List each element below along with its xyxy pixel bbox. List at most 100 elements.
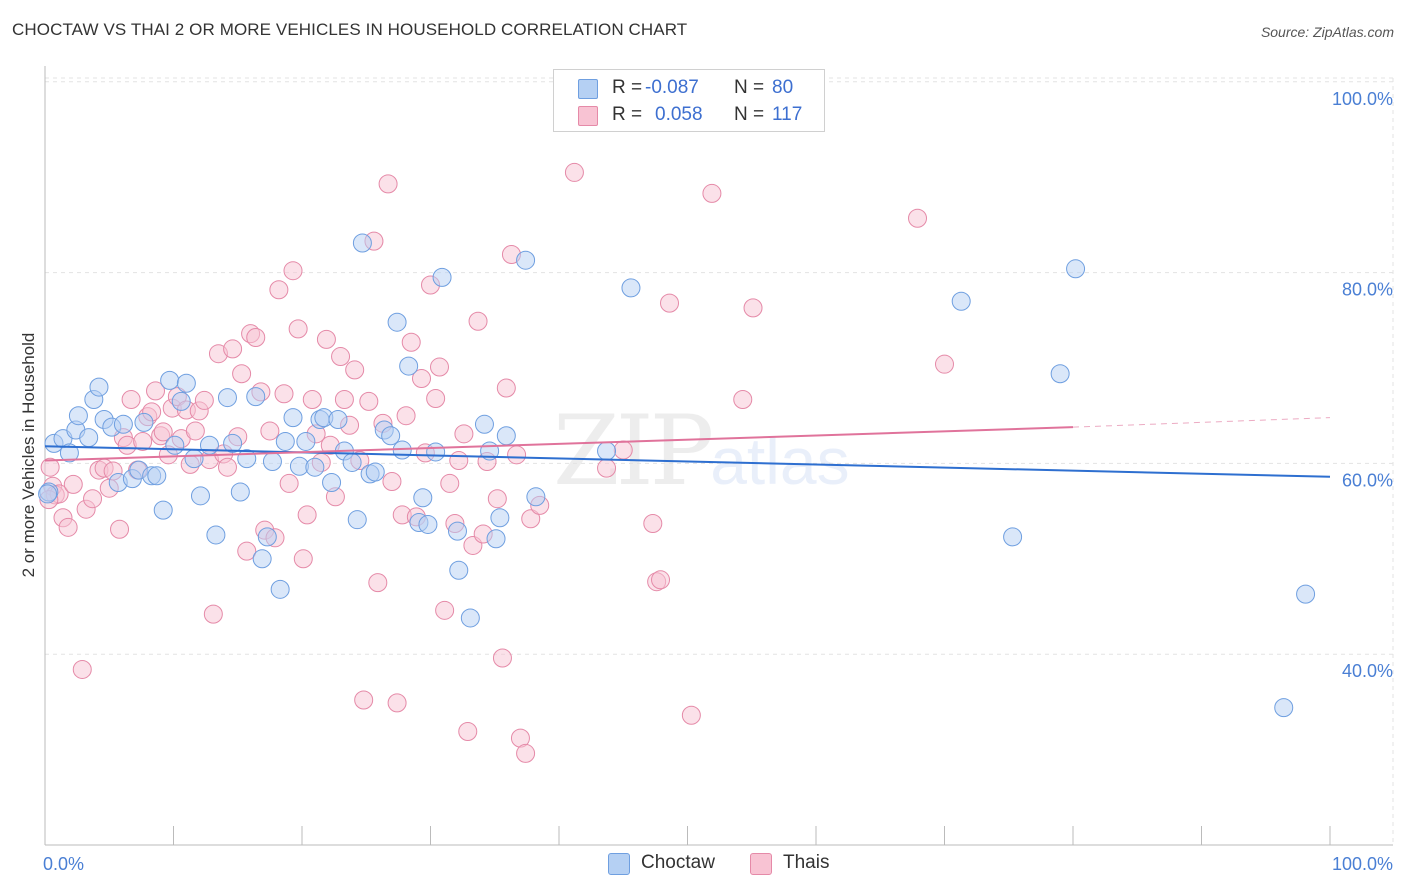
chart-title: CHOCTAW VS THAI 2 OR MORE VEHICLES IN HO… [12,20,688,39]
choctaw-point [134,412,154,432]
thais-point [458,721,478,741]
y-tick-label: 80.0% [1342,280,1393,300]
choctaw-point [347,510,367,530]
thais-point [269,280,289,300]
stats-box: R = -0.087 N = 80 R = 0.058 N = 117 [553,69,825,132]
thais-point [435,600,455,620]
thais-point [203,604,223,624]
thais-point [110,519,130,539]
thais-point [223,339,243,359]
y-axis-title: 2 or more Vehicles in Household [19,333,38,578]
thais-point [217,457,237,477]
choctaw-point [449,560,469,580]
thais-point [487,489,507,509]
thais-point [521,509,541,529]
thais-trend-extension [1072,417,1331,428]
choctaw-point [237,449,257,469]
legend-label: Choctaw [641,852,715,873]
choctaw-point [305,457,325,477]
choctaw-point [951,291,971,311]
thais-point [440,473,460,493]
thais-point [429,357,449,377]
thais-point [121,389,141,409]
tick-labels: 40.0% 60.0% 80.0% 100.0% 0.0% 100.0% [43,89,1393,874]
thais-point [382,472,402,492]
choctaw-point [426,442,446,462]
choctaw-swatch [578,79,598,99]
choctaw-point [38,484,58,504]
choctaw-point [621,278,641,298]
thais-point [597,458,617,478]
choctaw-point [516,250,536,270]
choctaw-point [322,472,342,492]
choctaw-point [432,267,452,287]
thais-point [146,381,166,401]
x-tick-label: 100.0% [1332,854,1393,874]
choctaw-point [252,549,272,569]
axes [44,66,1393,846]
thais-point [507,445,527,465]
thais-trend-line [44,426,1074,462]
thais-point [454,424,474,444]
choctaw-point [1003,527,1023,547]
choctaw-point [184,449,204,469]
choctaw-point [342,452,362,472]
choctaw-point [1066,259,1086,279]
choctaw-point [1050,364,1070,384]
thais-point [83,489,103,509]
thais-point [935,354,954,374]
thais-point [283,261,303,281]
choctaw-point [199,435,219,455]
thais-point [345,360,365,380]
choctaw-point [206,525,226,545]
thais-point [359,391,379,411]
thais-point [660,293,680,313]
thais-point [133,431,153,451]
choctaw-point [153,500,173,520]
thais-point [63,474,83,494]
watermark-zip: ZIP [553,395,714,507]
thais-point [651,570,671,590]
choctaw-point [262,451,282,471]
choctaw-point [270,579,290,599]
thais-point [396,406,416,426]
choctaw-point [147,466,167,486]
choctaw-point [59,443,79,463]
thais-point [468,311,488,331]
choctaw-point [171,391,191,411]
n-value: 117 [772,104,803,125]
choctaw-point [365,462,385,482]
choctaw-point [246,387,266,407]
thais-point [401,332,421,352]
choctaw-point [223,433,243,453]
thais-point [288,319,308,339]
choctaw-point [176,373,196,393]
thais-point [153,422,173,442]
source-label: Source: ZipAtlas.com [1260,24,1394,40]
choctaw-point [490,508,510,528]
choctaw-point [296,431,316,451]
choctaw-point [1296,584,1316,604]
x-tick-label: 0.0% [43,854,84,874]
thais-point [260,421,280,441]
thais-point [72,659,92,679]
choctaw-point [160,370,180,390]
thais-point [681,705,701,725]
thais-point [733,389,753,409]
thais-point [496,378,516,398]
y-tick-label: 60.0% [1342,470,1393,490]
r-value: -0.087 [645,77,699,98]
choctaw-point [486,529,506,549]
choctaw-point [526,487,546,507]
r-label: R = [612,77,643,98]
choctaw-point [230,482,250,502]
choctaw-point [597,441,617,461]
thais-point [274,384,294,404]
thais-point [331,347,351,367]
thais-point [316,329,336,349]
thais-swatch [578,106,598,126]
choctaw-point [474,414,494,434]
y-tick-label: 40.0% [1342,661,1393,681]
choctaw-point [352,233,372,253]
